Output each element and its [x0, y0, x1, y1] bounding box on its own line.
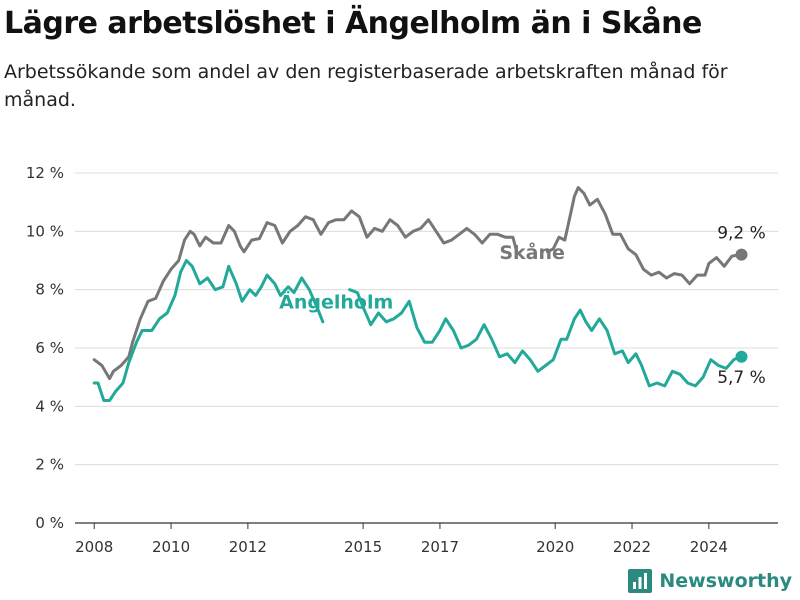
x-tick-label: 2024	[690, 538, 728, 556]
end-value-label-angelholm: 5,7 %	[717, 368, 766, 388]
series-label-angelholm: Ängelholm	[279, 290, 393, 314]
x-tick-label: 2010	[152, 538, 190, 556]
x-tick-label: 2017	[421, 538, 459, 556]
series-labels: Skåne Ängelholm 9,2 % 5,7 %	[279, 224, 766, 388]
chart-title: Lägre arbetslöshet i Ängelholm än i Skån…	[4, 6, 702, 41]
x-tick-label: 2008	[75, 538, 113, 556]
series-end-point-angelholm	[735, 350, 748, 363]
y-tick-label: 0 %	[35, 514, 64, 532]
series-end-point-skane	[735, 248, 748, 261]
y-tick-label: 8 %	[35, 281, 64, 299]
chart-subtitle: Arbetssökande som andel av den registerb…	[4, 61, 728, 111]
series-lines	[92, 186, 748, 402]
end-value-label-skane: 9,2 %	[717, 224, 766, 244]
x-axis-ticks: 2008 2010 2012 2015 2017 2020 2022 2024	[75, 523, 728, 556]
x-tick-label: 2012	[229, 538, 267, 556]
y-tick-label: 6 %	[35, 339, 64, 357]
x-tick-label: 2022	[613, 538, 651, 556]
bar-chart-logo-icon	[628, 569, 653, 593]
y-tick-label: 4 %	[35, 397, 64, 415]
y-tick-label: 10 %	[26, 222, 64, 240]
series-line-skane	[546, 186, 742, 286]
y-axis-ticks: 0 % 2 % 4 % 6 % 8 % 10 % 12 %	[26, 164, 64, 532]
series-line-angelholm	[92, 259, 325, 402]
series-line-angelholm	[348, 288, 742, 388]
y-tick-label: 12 %	[26, 164, 64, 182]
gridlines	[75, 172, 778, 524]
y-tick-label: 2 %	[35, 456, 64, 474]
series-label-skane: Skåne	[499, 240, 565, 264]
series-line-skane	[92, 209, 519, 381]
x-tick-label: 2020	[536, 538, 574, 556]
brand-name: Newsworthy	[659, 570, 792, 592]
brand-logo: Newsworthy	[627, 568, 792, 594]
x-tick-label: 2015	[344, 538, 382, 556]
